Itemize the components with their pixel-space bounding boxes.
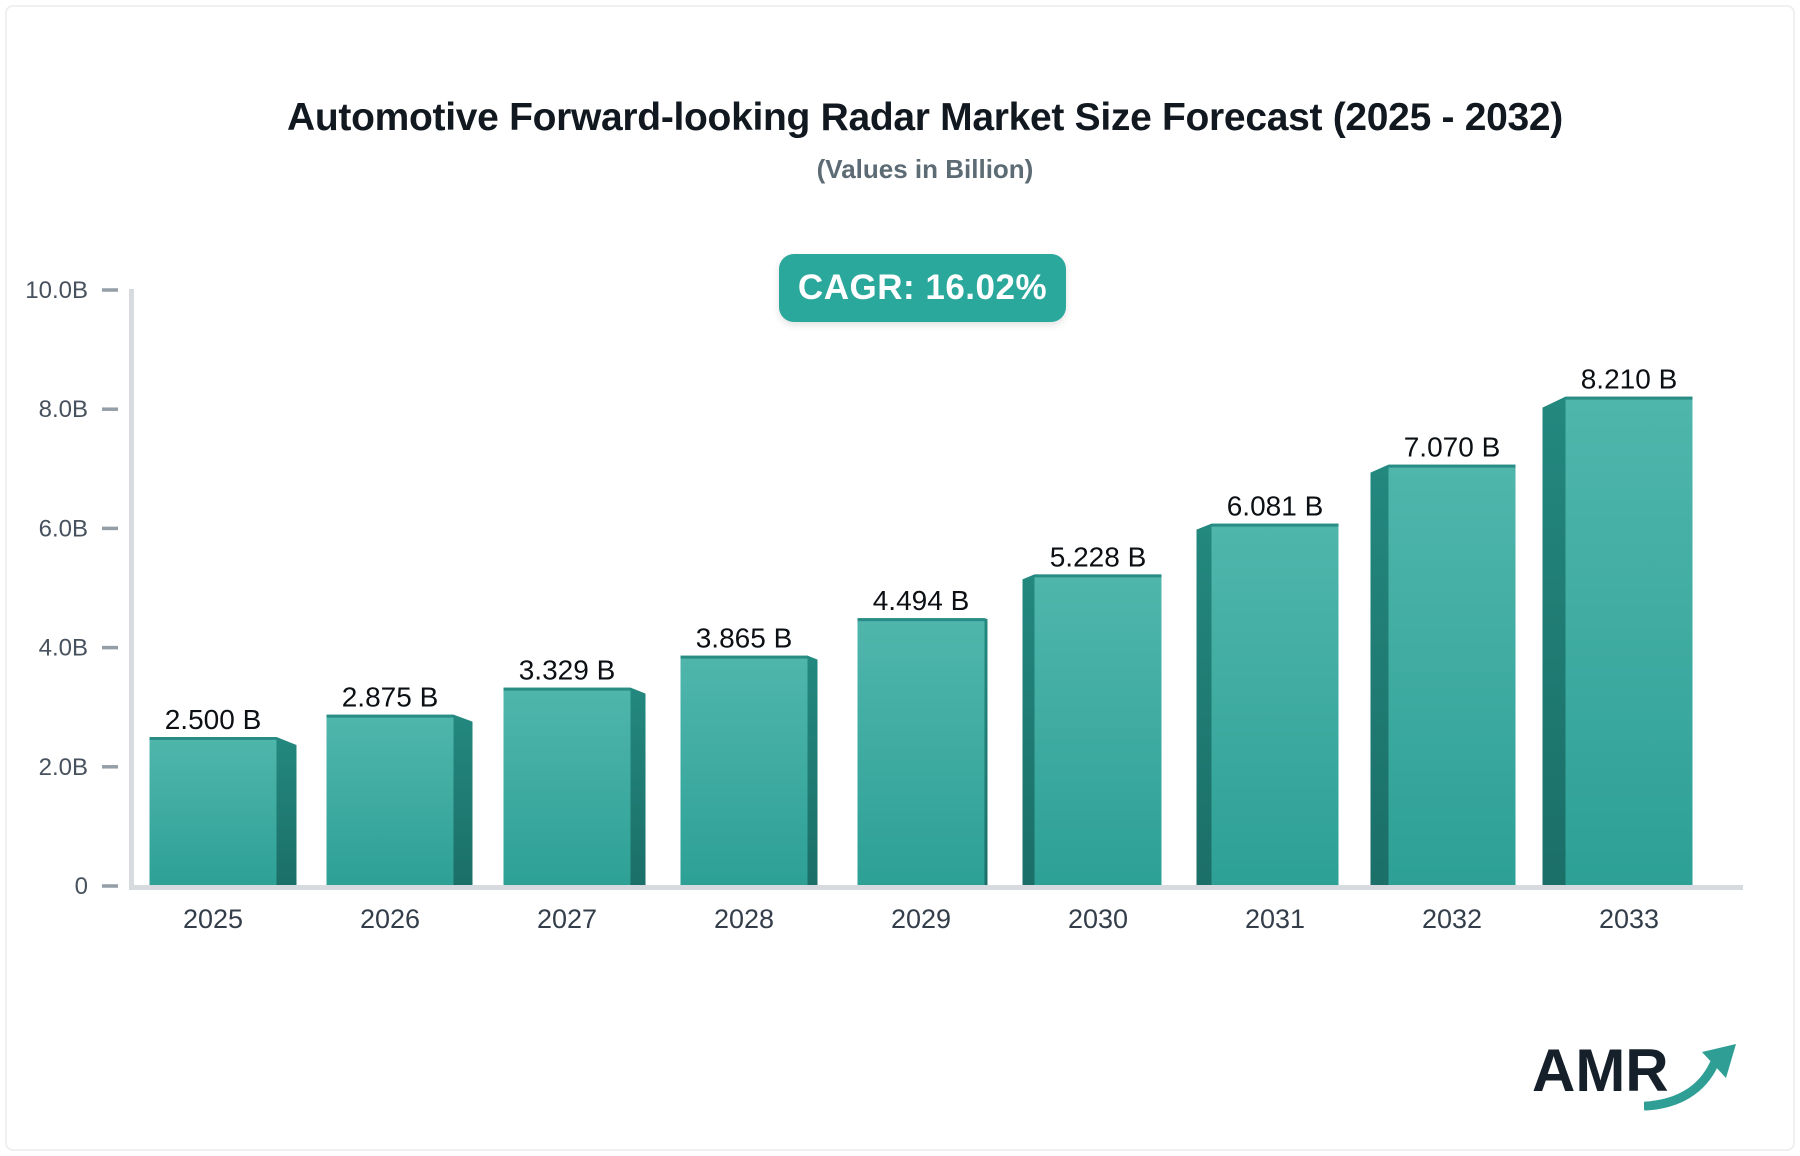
bar-front-face — [326, 714, 454, 886]
y-axis-tick-label: 8.0B — [39, 396, 88, 423]
bar-front-face — [149, 737, 277, 886]
x-axis-label: 2027 — [537, 904, 597, 934]
x-axis-label: 2031 — [1245, 904, 1305, 934]
amr-logo: AMR — [1532, 1028, 1736, 1112]
amr-logo-text: AMR — [1532, 1037, 1669, 1104]
y-axis-tick-label: 10.0B — [25, 277, 88, 304]
chart-header: Automotive Forward-looking Radar Market … — [0, 0, 1800, 185]
x-axis-label: 2025 — [183, 904, 243, 934]
x-axis-label: 2033 — [1599, 904, 1659, 934]
bar-value-label: 6.081 B — [1227, 491, 1324, 522]
y-axis-tick-label: 6.0B — [39, 515, 88, 542]
bar-value-label: 2.875 B — [342, 682, 439, 713]
cagr-badge: CAGR: 16.02% — [779, 254, 1066, 322]
bar-side-face — [807, 655, 818, 886]
bar-front-face — [1565, 396, 1693, 886]
bar-value-label: 2.500 B — [165, 704, 262, 735]
bar-side-face — [1196, 523, 1212, 886]
bar-side-face — [630, 687, 646, 886]
y-axis-tick-label: 2.0B — [39, 754, 88, 781]
bar-front-face — [1388, 464, 1516, 886]
x-axis-label: 2029 — [891, 904, 951, 934]
bar-front-face — [1034, 574, 1162, 886]
chart-title: Automotive Forward-looking Radar Market … — [287, 96, 1563, 139]
chart-subtitle: (Values in Billion) — [816, 154, 1034, 184]
x-axis-label: 2032 — [1422, 904, 1482, 934]
bar-value-label: 7.070 B — [1404, 432, 1501, 463]
bar-side-face — [1370, 464, 1389, 886]
bar-side-face — [1022, 574, 1035, 886]
bar-front-face — [680, 655, 808, 886]
bar-side-face — [984, 618, 988, 886]
bar-value-label: 4.494 B — [873, 585, 970, 616]
y-axis-tick-label: 4.0B — [39, 635, 88, 662]
bar-value-label: 3.329 B — [519, 655, 616, 686]
bar-side-face — [1542, 396, 1566, 886]
bar-value-label: 5.228 B — [1050, 541, 1147, 572]
x-axis-label: 2030 — [1068, 904, 1128, 934]
y-axis-tick-label: 0 — [75, 873, 88, 900]
bar-side-face — [453, 714, 473, 886]
x-axis-label: 2028 — [714, 904, 774, 934]
bar-front-face — [857, 618, 985, 886]
bar-front-face — [503, 687, 631, 886]
bar-front-face — [1211, 523, 1339, 886]
x-axis-label: 2026 — [360, 904, 420, 934]
bar-side-face — [276, 737, 297, 886]
bar-value-label: 8.210 B — [1581, 364, 1678, 395]
bar-value-label: 3.865 B — [696, 623, 793, 654]
trend-up-arrow-icon — [1644, 1044, 1736, 1111]
